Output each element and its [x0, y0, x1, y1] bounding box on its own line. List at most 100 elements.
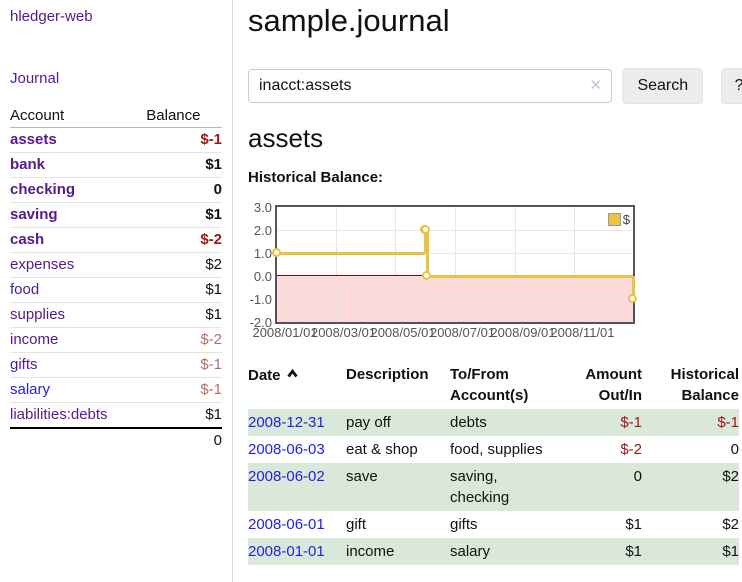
register-row: 2008-01-01 income salary $1 $1 [248, 538, 739, 565]
chart-plot-area: $ [272, 205, 637, 324]
search-form: ✕ Search ? [248, 68, 742, 106]
account-link-gifts[interactable]: gifts [10, 356, 38, 373]
account-row-liabilities-debts: liabilities:debts $1 [10, 402, 222, 429]
account-link-cash[interactable]: cash [10, 231, 45, 248]
register-header-amount: Amount Out/In [585, 366, 642, 404]
register-date-link[interactable]: 2008-01-01 [248, 543, 325, 560]
register-balance: 0 [730, 441, 739, 458]
chart-data-point [422, 271, 432, 280]
search-button[interactable]: Search [622, 68, 704, 104]
accounts-total-value: 0 [146, 427, 222, 453]
register-accounts: salary [450, 543, 491, 560]
account-balance: $-1 [146, 127, 222, 153]
account-balance: $1 [146, 152, 222, 178]
register-row: 2008-06-03 eat & shop food, supplies $-2… [248, 436, 739, 463]
account-link-supplies[interactable]: supplies [10, 306, 66, 323]
brand-link[interactable]: hledger-web [10, 8, 93, 25]
y-axis-tick-label: 2.0 [253, 223, 272, 238]
register-header-date: Date [248, 361, 346, 409]
x-axis-tick-label: 2008/03/01 [310, 325, 377, 340]
account-balance: 0 [146, 177, 222, 203]
chart-line-segment [425, 230, 429, 276]
register-accounts: food, supplies [450, 441, 543, 458]
accounts-total-row: 0 [10, 427, 222, 453]
account-link-food[interactable]: food [10, 281, 40, 298]
chart-data-point [628, 294, 637, 303]
account-link-income[interactable]: income [10, 331, 59, 348]
nav-journal-link[interactable]: Journal [10, 70, 60, 87]
register-date-link[interactable]: 2008-12-31 [248, 414, 325, 431]
y-axis-tick-label: 1.0 [253, 246, 272, 261]
accounts-header-balance: Balance [146, 104, 222, 128]
accounts-header-account: Account [10, 104, 147, 128]
chart-data-point [421, 225, 431, 234]
gridline-horizontal [277, 253, 633, 254]
y-axis-tick-label: 0.0 [253, 269, 272, 284]
search-input[interactable] [248, 69, 612, 103]
account-link-bank[interactable]: bank [10, 156, 46, 173]
account-heading: assets [248, 123, 324, 153]
y-axis-tick-label: -2.0 [249, 315, 272, 330]
account-row-checking: checking 0 [10, 177, 222, 203]
register-description: income [346, 543, 395, 560]
account-balance: $-1 [146, 352, 222, 378]
main-content: sample.journal ✕ Search ? assets Histori… [232, 0, 742, 582]
account-balance: $-2 [146, 227, 222, 253]
accounts-table: Account Balance assets $-1 bank $1 checkin… [10, 104, 222, 453]
register-amount: $1 [625, 543, 642, 560]
clear-search-icon[interactable]: ✕ [589, 77, 602, 94]
register-description: pay off [346, 414, 391, 431]
account-balance: $1 [146, 302, 222, 328]
account-link-liabilities-debts[interactable]: liabilities:debts [10, 406, 108, 423]
register-date-link[interactable]: 2008-06-01 [248, 516, 325, 533]
help-button[interactable]: ? [720, 68, 742, 104]
account-balance: $1 [146, 277, 222, 303]
account-row-salary: salary $-1 [10, 377, 222, 403]
register-date-link[interactable]: 2008-06-02 [248, 468, 325, 485]
page-title: sample.journal [248, 3, 450, 38]
chart-line-segment [277, 251, 426, 255]
sort-ascending-icon [286, 364, 299, 385]
account-row-assets: assets $-1 [10, 127, 222, 153]
register-balance: $2 [722, 468, 739, 485]
historical-balance-chart: $ 3.0 2.0 1.0 0.0 -1.0 -2.0 2008/01/01 2008/03/… [248, 200, 648, 345]
chart-line-segment [427, 274, 633, 278]
account-link-salary[interactable]: salary [10, 381, 51, 398]
gridline-vertical [574, 207, 575, 322]
sidebar: hledger-web Journal Account Balance asse… [0, 0, 233, 582]
chart-line-segment [423, 230, 427, 253]
register-header-balance: Historical Balance [670, 366, 739, 404]
gridline-horizontal [277, 230, 633, 231]
account-balance: $1 [146, 202, 222, 228]
account-row-expenses: expenses $2 [10, 252, 222, 278]
register-table: Date Description To/From Account(s) Amou… [248, 361, 739, 565]
account-row-saving: saving $1 [10, 202, 222, 228]
register-amount: $1 [625, 516, 642, 533]
account-balance: $-2 [146, 327, 222, 353]
legend-series-label: $ [622, 212, 630, 227]
account-link-expenses[interactable]: expenses [10, 256, 75, 273]
account-row-income: income $-2 [10, 327, 222, 353]
register-balance: $2 [722, 516, 739, 533]
chart-line-segment [631, 276, 635, 299]
register-header-description: Description [346, 366, 429, 383]
accounts-header-row: Account Balance [10, 104, 222, 128]
account-link-assets[interactable]: assets [10, 131, 57, 148]
x-axis-tick-label: 2008/11/01 [550, 325, 615, 340]
account-row-bank: bank $1 [10, 152, 222, 178]
chart-legend: $ [607, 212, 630, 227]
register-row: 2008-06-02 save saving, checking 0 $2 [248, 463, 739, 511]
register-balance: $1 [722, 543, 739, 560]
chart-data-point [272, 248, 281, 257]
x-axis-tick-label: 2008/05/01 [370, 325, 436, 340]
gridline-vertical [395, 207, 396, 322]
register-accounts: saving, checking [450, 468, 510, 506]
gridline-horizontal [277, 299, 633, 300]
register-description: gift [346, 516, 367, 533]
register-row: 2008-06-01 gift gifts $1 $2 [248, 511, 739, 538]
register-row: 2008-12-31 pay off debts $-1 $-1 [248, 409, 739, 436]
account-link-checking[interactable]: checking [10, 181, 76, 198]
account-link-saving[interactable]: saving [10, 206, 58, 223]
register-date-link[interactable]: 2008-06-03 [248, 441, 325, 458]
